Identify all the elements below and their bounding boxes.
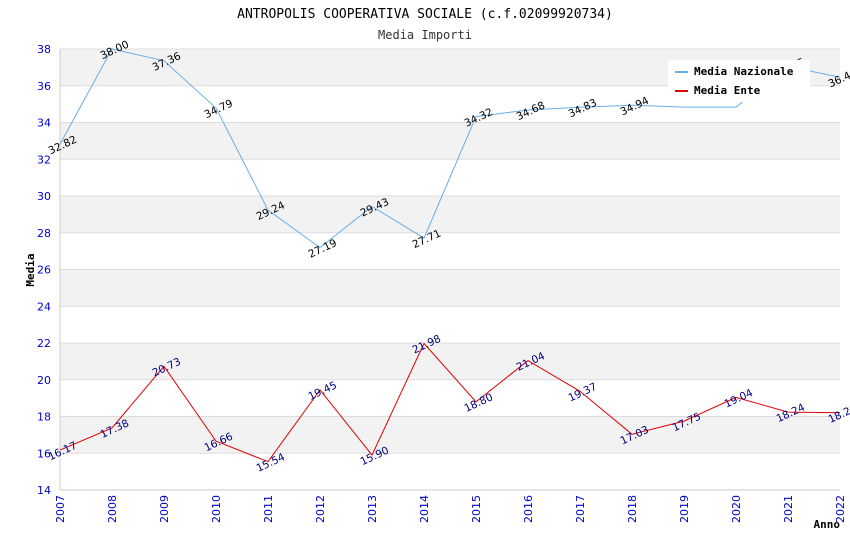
x-tick-label: 2007 [54, 495, 67, 523]
chart-subtitle: Media Importi [378, 28, 472, 42]
chart-title: ANTROPOLIS COOPERATIVA SOCIALE (c.f.0209… [237, 7, 613, 22]
legend-label-ente: Media Ente [694, 84, 761, 97]
grid-bands [60, 48, 840, 491]
y-tick-label: 34 [37, 117, 51, 130]
x-tick-label: 2020 [730, 495, 743, 523]
grid-band [60, 269, 840, 307]
series-lines [59, 48, 841, 463]
grid-band [60, 343, 840, 380]
y-tick-label: 16 [37, 447, 51, 460]
y-tick-label: 32 [37, 153, 51, 166]
y-tick-label: 24 [37, 300, 51, 313]
y-tick-label: 22 [37, 337, 51, 350]
grid-band [60, 416, 840, 454]
x-tick-label: 2021 [782, 495, 795, 523]
x-tick-label: 2012 [314, 495, 327, 523]
x-tick-label: 2019 [678, 495, 691, 523]
x-tick-label: 2022 [834, 495, 847, 523]
y-axis-label: Media [24, 253, 37, 286]
series-line-ente [59, 342, 841, 463]
x-tick-labels: 2007 2008 2009 2010 2011 2012 2013 2014 2015 2016… [54, 495, 847, 523]
y-tick-labels: 14 16 18 20 22 24 26 28 30 32 34 36 38 [37, 43, 51, 497]
x-tick-label: 2013 [366, 495, 379, 523]
y-tick-label: 36 [37, 80, 51, 93]
y-tick-label: 28 [37, 227, 51, 240]
x-tick-label: 2010 [210, 495, 223, 523]
x-tick-label: 2018 [626, 495, 639, 523]
x-tick-label: 2017 [574, 495, 587, 523]
x-tick-label: 2015 [470, 495, 483, 523]
x-tick-label: 2008 [106, 495, 119, 523]
axes [59, 49, 840, 491]
y-tick-label: 14 [37, 484, 51, 497]
y-tick-label: 26 [37, 264, 51, 277]
grid-band [60, 453, 840, 490]
series-line-nazionale [59, 48, 841, 249]
x-axis-label: Anno [814, 518, 841, 531]
grid-band [60, 122, 840, 160]
y-tick-label: 20 [37, 374, 51, 387]
legend-label-nazionale: Media Nazionale [694, 65, 794, 78]
grid-band [60, 232, 840, 270]
legend-box [668, 60, 810, 102]
y-tick-label: 18 [37, 411, 51, 424]
x-tick-label: 2016 [522, 495, 535, 523]
legend: Media Nazionale Media Ente [668, 60, 810, 102]
x-tick-label: 2009 [158, 495, 171, 523]
x-tick-label: 2014 [418, 495, 431, 523]
x-tick-label: 2011 [262, 495, 275, 523]
grid-band [60, 306, 840, 343]
y-tick-label: 30 [37, 190, 51, 203]
y-tick-label: 38 [37, 43, 51, 56]
grid-band [60, 196, 840, 233]
grid-band [60, 379, 840, 417]
